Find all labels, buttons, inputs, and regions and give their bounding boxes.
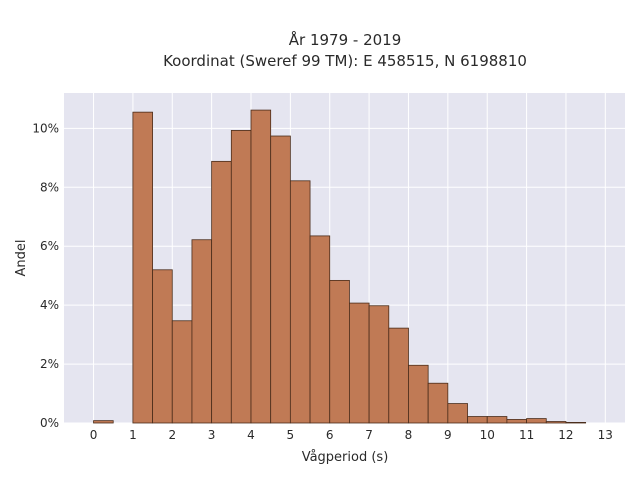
x-axis-label: Vågperiod (s) — [302, 450, 389, 465]
x-tick-label: 4 — [247, 428, 255, 442]
y-tick-label: 10% — [32, 121, 59, 135]
chart-title-line1: År 1979 - 2019 — [289, 30, 402, 49]
histogram-bar — [545, 421, 567, 424]
x-tick-label: 5 — [287, 428, 295, 442]
histogram-bar — [171, 320, 193, 424]
histogram-bar — [289, 180, 311, 424]
histogram-bar — [191, 239, 213, 424]
histogram-bar — [526, 418, 547, 424]
y-tick-label: 8% — [40, 180, 59, 194]
histogram-bar — [349, 302, 370, 424]
histogram-bar — [486, 416, 508, 424]
histogram-bar — [270, 135, 291, 424]
histogram-bars — [93, 109, 587, 424]
histogram-bar — [368, 305, 390, 424]
histogram-bar — [309, 235, 331, 424]
y-axis-ticks: 0% 2% 4% 6% 8% 10% — [32, 121, 59, 430]
histogram-bar — [467, 416, 488, 424]
histogram-bar — [93, 420, 114, 424]
y-tick-label: 2% — [40, 357, 59, 371]
x-tick-label: 6 — [326, 428, 334, 442]
x-tick-label: 3 — [208, 428, 216, 442]
x-tick-label: 11 — [519, 428, 534, 442]
histogram-bar — [211, 160, 232, 424]
histogram-bar — [565, 422, 587, 424]
histogram-bar — [329, 279, 350, 424]
x-tick-label: 1 — [129, 428, 137, 442]
histogram-bar — [427, 382, 449, 424]
x-tick-label: 10 — [480, 428, 495, 442]
histogram-bar — [506, 419, 527, 424]
y-axis-label: Andel — [14, 240, 29, 277]
x-tick-label: 13 — [598, 428, 613, 442]
histogram-bar — [408, 364, 429, 424]
histogram-bar — [132, 111, 153, 424]
x-tick-label: 7 — [365, 428, 373, 442]
histogram-bar — [447, 403, 468, 424]
y-tick-label: 0% — [40, 416, 59, 430]
x-tick-label: 8 — [405, 428, 413, 442]
y-tick-label: 6% — [40, 239, 59, 253]
histogram-bar — [152, 269, 173, 424]
x-tick-label: 0 — [90, 428, 98, 442]
histogram-bar — [250, 109, 272, 424]
x-tick-label: 9 — [444, 428, 452, 442]
histogram-bar — [230, 130, 252, 424]
x-tick-label: 2 — [168, 428, 176, 442]
y-tick-label: 4% — [40, 298, 59, 312]
x-axis-ticks: 0 1 2 3 4 5 6 7 8 9 10 11 12 13 — [90, 428, 613, 442]
x-tick-label: 12 — [558, 428, 573, 442]
chart-title-line2: Koordinat (Sweref 99 TM): E 458515, N 61… — [163, 52, 527, 70]
histogram-bar — [388, 327, 409, 424]
